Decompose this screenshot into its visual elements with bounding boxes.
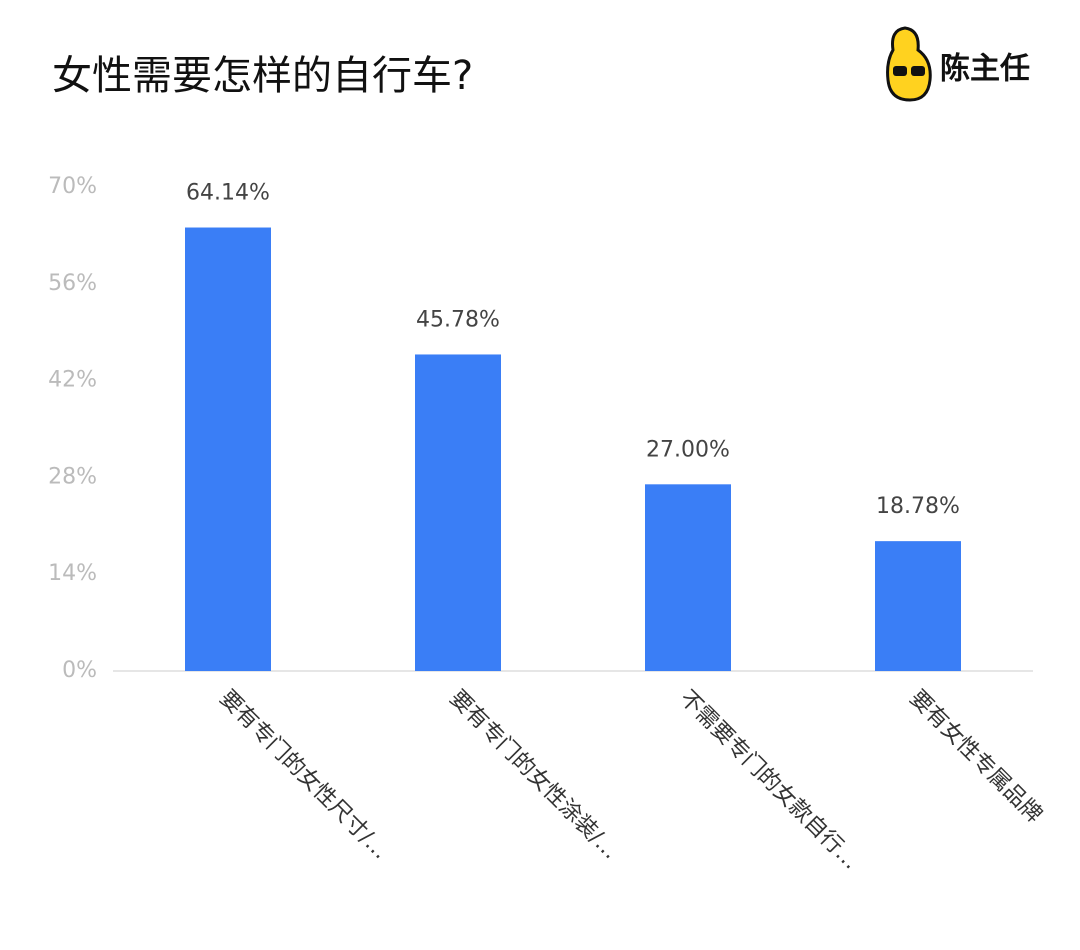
y-tick-label: 14%: [48, 561, 97, 586]
logo: 陈主任: [886, 26, 1030, 102]
logo-glasses: [911, 66, 925, 76]
value-label: 45.78%: [416, 307, 500, 332]
chart-title: 女性需要怎样的自行车?: [52, 53, 473, 99]
y-tick-label: 70%: [48, 174, 97, 199]
y-tick-label: 56%: [48, 271, 97, 296]
y-tick-label: 42%: [48, 368, 97, 393]
x-tick-label: 要有专门的女性涂装/…: [445, 686, 623, 864]
logo-glasses: [893, 66, 907, 76]
value-label: 64.14%: [186, 181, 270, 206]
logo-text: 陈主任: [940, 52, 1030, 87]
y-tick-label: 0%: [62, 658, 97, 683]
logo-icon: [886, 26, 932, 102]
x-tick-label: 不需要专门的女款自行…: [675, 686, 864, 875]
value-label: 27.00%: [646, 437, 730, 462]
bar: [415, 354, 501, 671]
bar: [875, 541, 961, 671]
y-tick-label: 28%: [48, 464, 97, 489]
x-tick-label: 要有女性专属品牌: [905, 686, 1047, 828]
bar: [185, 227, 271, 672]
value-label: 18.78%: [876, 494, 960, 519]
bar: [645, 484, 731, 671]
x-tick-label: 要有专门的女性尺寸/…: [215, 686, 393, 864]
